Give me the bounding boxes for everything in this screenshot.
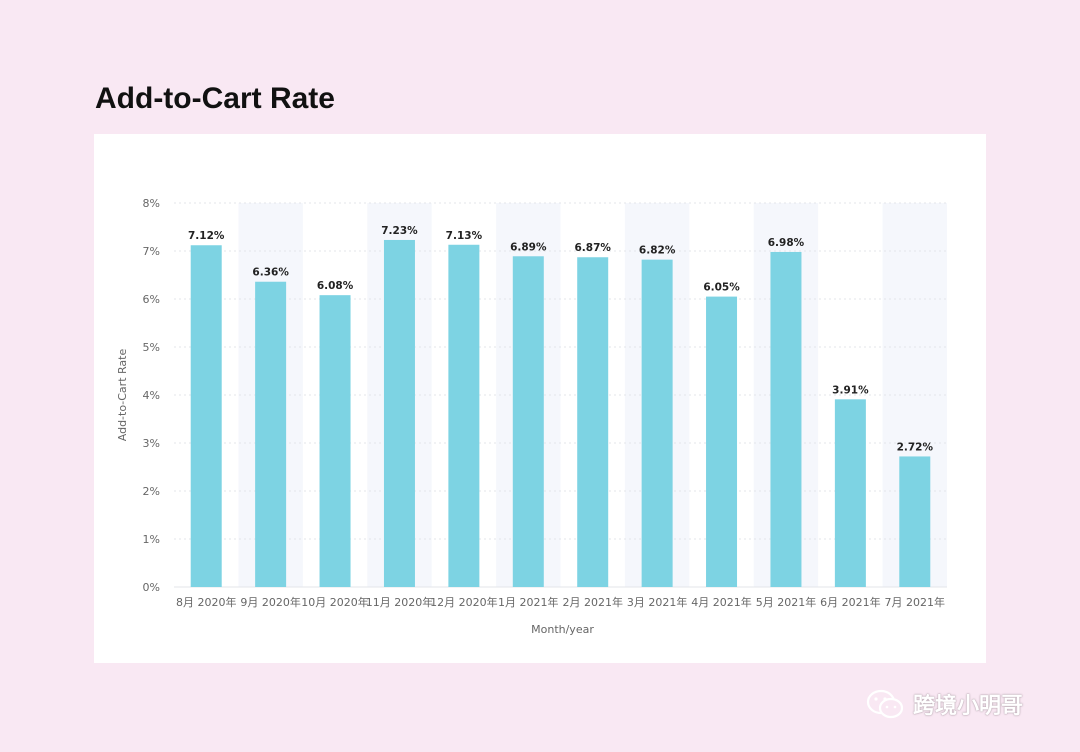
- y-tick-label: 3%: [143, 437, 160, 450]
- y-tick-label: 4%: [143, 389, 160, 402]
- bar: [577, 257, 609, 587]
- wechat-icon: [866, 689, 904, 719]
- data-label: 7.12%: [188, 230, 225, 242]
- bar: [899, 456, 931, 587]
- bar: [834, 399, 866, 587]
- bar: [641, 259, 673, 587]
- x-tick-label: 4月 2021年: [691, 595, 752, 609]
- data-label: 2.72%: [897, 441, 934, 453]
- bar: [319, 295, 351, 587]
- y-tick-label: 2%: [143, 485, 160, 498]
- x-tick-label: 1月 2021年: [498, 595, 558, 609]
- bar: [383, 239, 415, 587]
- watermark-text: 跨境小明哥: [913, 694, 1024, 719]
- bar-chart: 0% 1% 2% 3% 4% 5% 6% 7% 8% 7.12% 8月 2020年 6.36% 9月 2…: [116, 197, 947, 636]
- y-axis-title: Add-to-Cart Rate: [116, 349, 129, 442]
- x-tick-label: 7月 2021年: [885, 595, 946, 609]
- y-tick-label: 5%: [143, 341, 160, 354]
- chart-card: 0% 1% 2% 3% 4% 5% 6% 7% 8% 7.12% 8月 2020年 6.36% 9月 2…: [94, 134, 986, 663]
- y-tick-label: 7%: [143, 245, 160, 258]
- x-tick-label: 5月 2021年: [756, 595, 817, 609]
- x-tick-label: 11月 2020年: [366, 595, 434, 609]
- x-tick-label: 9月 2020年: [240, 595, 301, 609]
- x-tick-label: 2月 2021年: [562, 595, 623, 609]
- x-tick-label: 12月 2020年: [430, 595, 498, 609]
- data-label: 6.08%: [317, 280, 354, 292]
- y-tick-label: 1%: [143, 533, 160, 546]
- y-tick-label: 0%: [143, 581, 160, 594]
- x-tick-label: 8月 2020年: [176, 595, 237, 609]
- data-label: 6.87%: [574, 242, 611, 254]
- data-label: 7.23%: [381, 225, 418, 237]
- data-label: 3.91%: [832, 384, 869, 396]
- bar: [770, 251, 802, 587]
- x-tick-label: 3月 2021年: [627, 595, 688, 609]
- data-label: 7.13%: [446, 230, 483, 242]
- bar: [512, 256, 544, 587]
- data-label: 6.89%: [510, 241, 547, 253]
- bar: [190, 245, 222, 587]
- data-label: 6.98%: [768, 237, 805, 249]
- bar: [706, 296, 738, 587]
- watermark: 跨境小明哥: [865, 688, 1023, 720]
- bar: [448, 244, 480, 587]
- y-tick-label: 8%: [143, 197, 160, 210]
- bar: [255, 281, 287, 587]
- x-tick-label: 10月 2020年: [301, 595, 369, 609]
- data-label: 6.36%: [252, 267, 289, 279]
- data-label: 6.82%: [639, 245, 676, 257]
- page-title: Add-to-Cart Rate: [95, 82, 335, 115]
- y-tick-label: 6%: [143, 293, 160, 306]
- data-label: 6.05%: [703, 282, 740, 294]
- x-axis-title: Month/year: [531, 623, 594, 636]
- x-tick-label: 6月 2021年: [820, 595, 881, 609]
